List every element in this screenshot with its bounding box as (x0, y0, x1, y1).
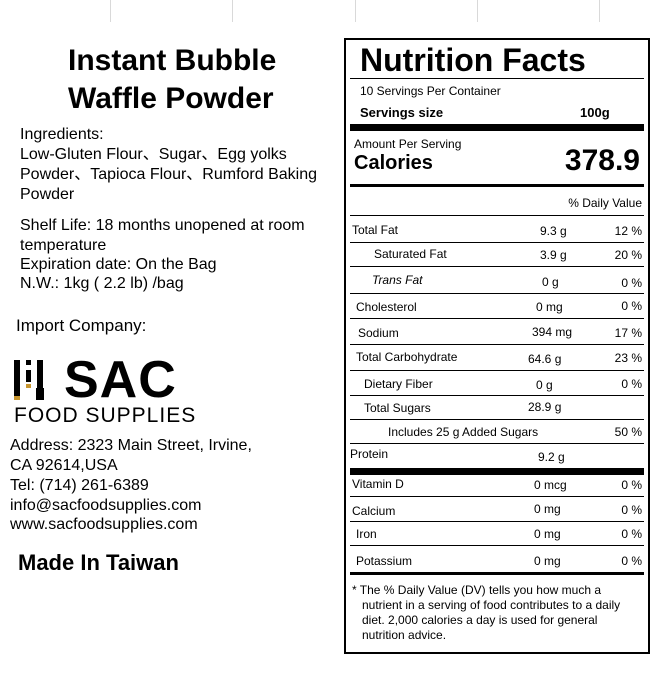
nutrient-dv: 0 % (621, 276, 642, 290)
net-weight: N.W.: 1kg ( 2.2 lb) /bag (20, 275, 184, 292)
nutrient-label: Sodium (358, 326, 399, 340)
nutrient-dv: 0 % (621, 554, 642, 568)
logo-text: SAC (64, 351, 177, 409)
nutrient-label: Calcium (352, 504, 396, 518)
website: www.sacfoodsupplies.com (10, 516, 198, 533)
footnote: diet. 2,000 calories a day is used for g… (362, 613, 598, 627)
divider (599, 0, 600, 22)
nutrient-amount: 28.9 g (528, 400, 562, 414)
nutrient-dv: 23 % (614, 351, 642, 365)
calories-value: 378.9 (564, 144, 640, 177)
nutrient-dv: 20 % (614, 248, 642, 262)
divider (350, 184, 644, 187)
nutrient-label: Includes 25 g Added Sugars (388, 425, 539, 439)
nutrient-label: Total Carbohydrate (356, 350, 458, 364)
nutrient-dv: 50 % (614, 425, 642, 439)
calories-label: Calories (354, 152, 433, 174)
divider (350, 443, 644, 444)
divider (350, 293, 644, 294)
nutrient-amount: 394 mg (532, 325, 573, 339)
nutrient-amount: 9.2 g (538, 450, 565, 464)
nutrient-dv: 0 % (621, 377, 642, 391)
divider (350, 242, 644, 243)
divider (350, 468, 644, 475)
nutrient-dv: 0 % (621, 478, 642, 492)
email: info@sacfoodsupplies.com (10, 497, 202, 514)
nutrient-dv: 12 % (614, 224, 642, 238)
address: Address: 2323 Main Street, Irvine, (10, 437, 252, 454)
nutrient-dv: 0 % (621, 503, 642, 517)
nutrient-dv: 17 % (614, 326, 642, 340)
nutrient-label: Total Sugars (364, 401, 431, 415)
nutrition-title: Nutrition Facts (360, 42, 586, 78)
nutrient-amount: 64.6 g (528, 352, 562, 366)
footnote: nutrition advice. (362, 628, 447, 642)
nutrient-dv: 0 % (621, 299, 642, 313)
amount-per-serving: Amount Per Serving (354, 137, 462, 151)
nutrient-amount: 9.3 g (540, 224, 567, 238)
nutrient-amount: 0 mg (534, 527, 561, 541)
divider (477, 0, 478, 22)
logo-subtitle: FOOD SUPPLIES (14, 404, 197, 427)
ingredients-line: Powder、Tapioca Flour、Rumford Baking (20, 166, 318, 183)
divider (350, 545, 644, 546)
footnote: * The % Daily Value (DV) tells you how m… (352, 583, 601, 597)
nutrient-label: Dietary Fiber (364, 377, 433, 391)
expiration-date: Expiration date: On the Bag (20, 256, 217, 273)
nutrient-amount: 3.9 g (540, 248, 567, 262)
nutrient-label: Protein (350, 447, 389, 461)
divider (350, 370, 644, 371)
origin-label: Made In Taiwan (18, 550, 179, 575)
nutrient-amount: 0 mg (536, 300, 563, 314)
nutrient-label: Saturated Fat (374, 247, 447, 261)
nutrient-amount: 0 mg (534, 502, 561, 516)
nutrient-amount: 0 g (542, 275, 559, 289)
sac-logo: SAC FOOD SUPPLIES (14, 352, 224, 428)
divider (350, 318, 644, 319)
footnote: nutrient in a serving of food contribute… (362, 598, 621, 612)
nutrient-label: Cholesterol (356, 300, 417, 314)
logo-mark-icon (14, 360, 44, 400)
divider (110, 0, 111, 22)
divider (350, 266, 644, 267)
nutrient-label: Iron (356, 527, 377, 541)
divider (232, 0, 233, 22)
address: CA 92614,USA (10, 457, 118, 474)
ingredients-line: Powder (20, 186, 75, 203)
product-title-line1: Instant Bubble (68, 44, 277, 77)
divider (350, 419, 644, 420)
nutrient-label: Trans Fat (372, 273, 423, 287)
divider (350, 521, 644, 522)
phone: Tel: (714) 261-6389 (10, 477, 149, 494)
nutrient-label: Potassium (356, 554, 413, 568)
nutrient-amount: 0 g (536, 378, 553, 392)
serving-size-value: 100g (580, 105, 610, 120)
divider (355, 0, 356, 22)
nutrient-dv: 0 % (621, 527, 642, 541)
shelf-life: Shelf Life: 18 months unopened at room (20, 217, 305, 234)
import-company-heading: Import Company: (16, 316, 147, 335)
nutrient-amount: 0 mcg (534, 478, 567, 492)
nutrient-amount: 0 mg (534, 554, 561, 568)
divider (350, 78, 644, 79)
ingredients-heading: Ingredients: (20, 126, 104, 143)
ingredients-line: Low-Gluten Flour、Sugar、Egg yolks (20, 146, 287, 163)
serving-size-label: Servings size (360, 105, 444, 120)
divider (350, 395, 644, 396)
divider (350, 344, 644, 345)
nutrition-facts-panel: Nutrition Facts 10 Servings Per Containe… (344, 38, 650, 654)
product-title-line2: Waffle Powder (68, 82, 274, 115)
nutrient-label: Vitamin D (352, 477, 404, 491)
servings-per-container: 10 Servings Per Container (360, 84, 501, 98)
divider (350, 496, 644, 497)
divider (350, 124, 644, 131)
divider (350, 215, 644, 216)
divider (350, 572, 644, 575)
daily-value-header: % Daily Value (568, 196, 642, 210)
shelf-life: temperature (20, 237, 107, 254)
nutrient-label: Total Fat (352, 223, 399, 237)
